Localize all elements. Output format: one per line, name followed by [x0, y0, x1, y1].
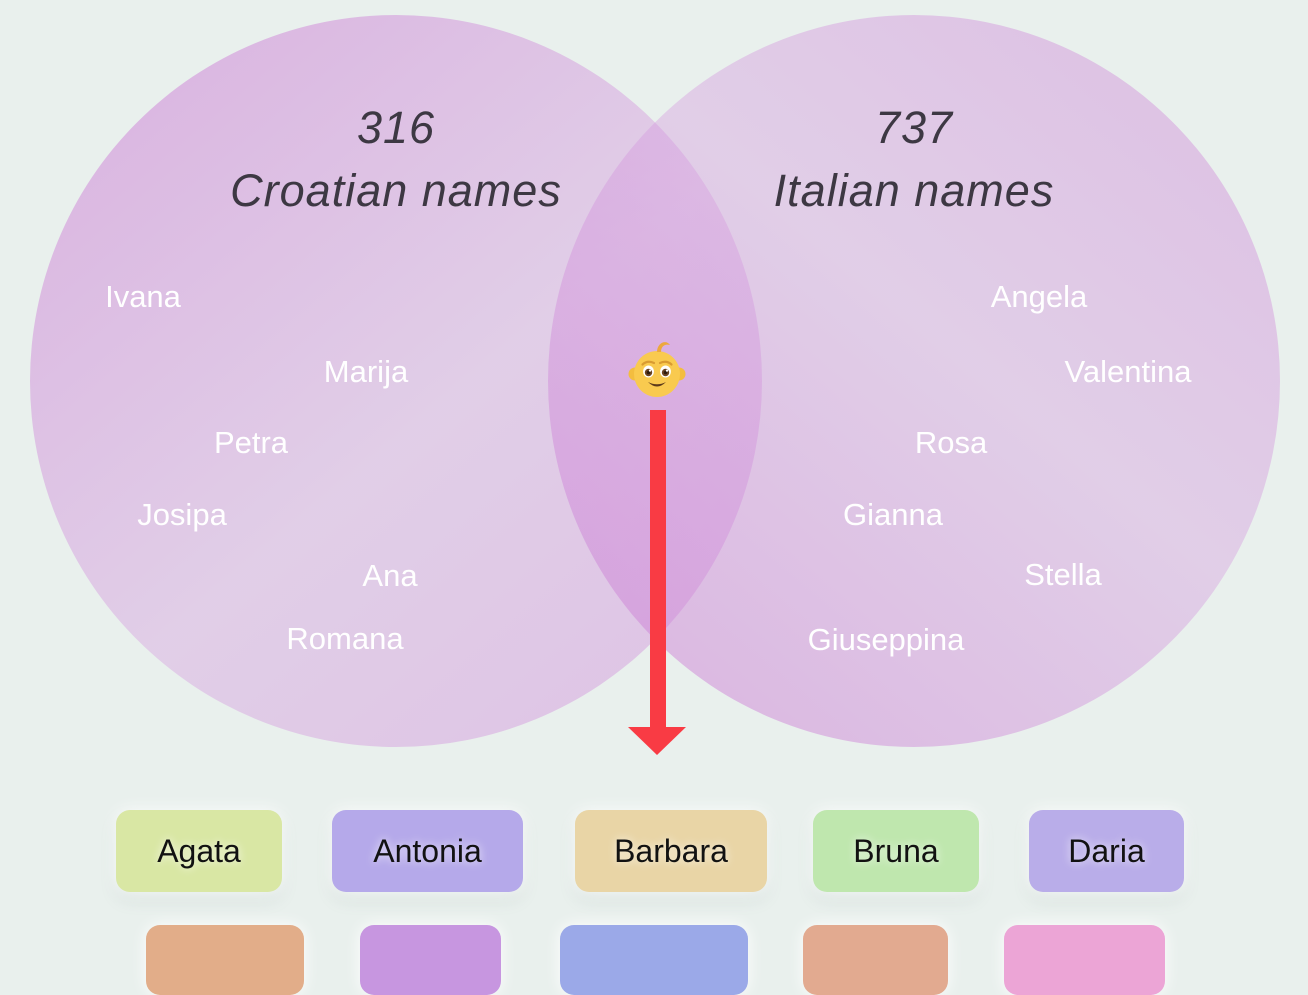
italian-name: Giuseppina	[807, 622, 965, 657]
chip-daria[interactable]: Daria	[1029, 810, 1184, 892]
chip-label: Barbara	[614, 832, 728, 869]
italian-name: Angela	[990, 279, 1088, 314]
chip-antonia[interactable]: Antonia	[332, 810, 523, 892]
chip-partial[interactable]	[146, 925, 304, 995]
italian-names-count: 737	[874, 102, 954, 153]
chip-label: Daria	[1068, 832, 1145, 869]
croatian-name: Josipa	[137, 497, 227, 532]
down-arrow-shaft	[650, 410, 666, 728]
chip-barbara[interactable]: Barbara	[575, 810, 767, 892]
chip-partial[interactable]	[360, 925, 501, 995]
croatian-name: Ana	[362, 558, 418, 593]
italian-name: Valentina	[1064, 354, 1192, 389]
italian-name: Stella	[1024, 557, 1102, 592]
croatian-name: Ivana	[105, 279, 181, 314]
croatian-name: Marija	[323, 354, 409, 389]
down-arrow-head	[628, 727, 686, 755]
chip-label: Antonia	[373, 832, 482, 869]
croatian-name: Petra	[213, 425, 289, 460]
chip-partial[interactable]	[803, 925, 948, 995]
croatian-names-label: Croatian names	[230, 165, 562, 216]
italian-name: Rosa	[914, 425, 988, 460]
croatian-name: Romana	[286, 621, 404, 656]
chip-agata[interactable]: Agata	[116, 810, 282, 892]
croatian-circle-header: 316 Croatian names	[230, 96, 562, 222]
italian-circle-header: 737 Italian names	[774, 96, 1055, 222]
chip-label: Bruna	[853, 832, 939, 869]
chip-partial[interactable]	[560, 925, 748, 995]
italian-name: Gianna	[843, 497, 943, 532]
italian-names-label: Italian names	[773, 165, 1055, 216]
chip-bruna[interactable]: Bruna	[813, 810, 979, 892]
croatian-names-count: 316	[356, 102, 436, 153]
chip-partial[interactable]	[1004, 925, 1165, 995]
chip-label: Agata	[157, 832, 241, 869]
baby-icon	[627, 338, 687, 402]
